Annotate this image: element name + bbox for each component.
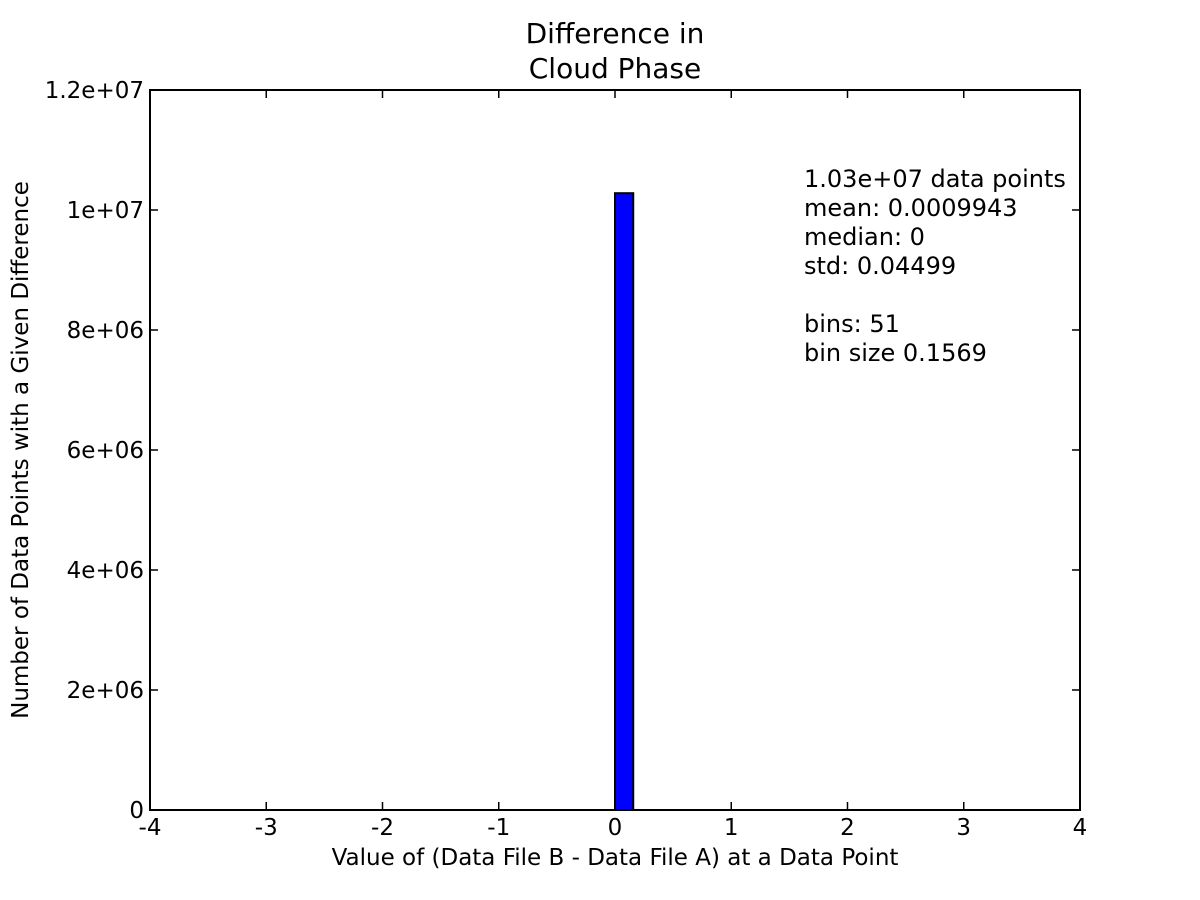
chart-title-line-1: Difference in: [525, 17, 705, 50]
y-tick-label: 4e+06: [67, 558, 144, 584]
y-tick-label: 6e+06: [67, 438, 144, 464]
bars-layer: [614, 192, 635, 811]
y-tick-label: 2e+06: [67, 678, 144, 704]
x-axis-label: Value of (Data File B - Data File A) at …: [332, 845, 899, 871]
ticks-layer: -4 -3 -2 -1 0 1 2 3 4 0 2e+06 4e+06 6e+06 8e+06 1e+07 1…: [45, 78, 1088, 841]
y-tick-label: 1.2e+07: [45, 78, 144, 104]
x-tick-label: -2: [371, 815, 394, 841]
y-tick-label: 1e+07: [67, 198, 144, 224]
x-tick-label: -3: [255, 815, 278, 841]
annotation-std: std: 0.04499: [804, 252, 957, 280]
x-tick-label: 3: [956, 815, 971, 841]
annotation-mean: mean: 0.0009943: [804, 194, 1018, 222]
x-tick-label: 0: [608, 815, 623, 841]
y-tick-label: 8e+06: [67, 318, 144, 344]
y-axis-label: Number of Data Points with a Given Diffe…: [8, 181, 34, 719]
annotation-bin-size: bin size 0.1569: [804, 339, 987, 367]
x-tick-label: -4: [139, 815, 162, 841]
annotation-bins: bins: 51: [804, 310, 900, 338]
annotation-data-points: 1.03e+07 data points: [804, 165, 1066, 193]
chart-title-line-2: Cloud Phase: [528, 52, 702, 85]
x-tick-label: -1: [487, 815, 510, 841]
x-tick-label: 2: [840, 815, 855, 841]
histogram-bar: [614, 192, 635, 811]
x-tick-label: 4: [1073, 815, 1088, 841]
x-tick-label: 1: [724, 815, 739, 841]
annotation-median: median: 0: [804, 223, 925, 251]
y-tick-label: 0: [129, 798, 144, 824]
